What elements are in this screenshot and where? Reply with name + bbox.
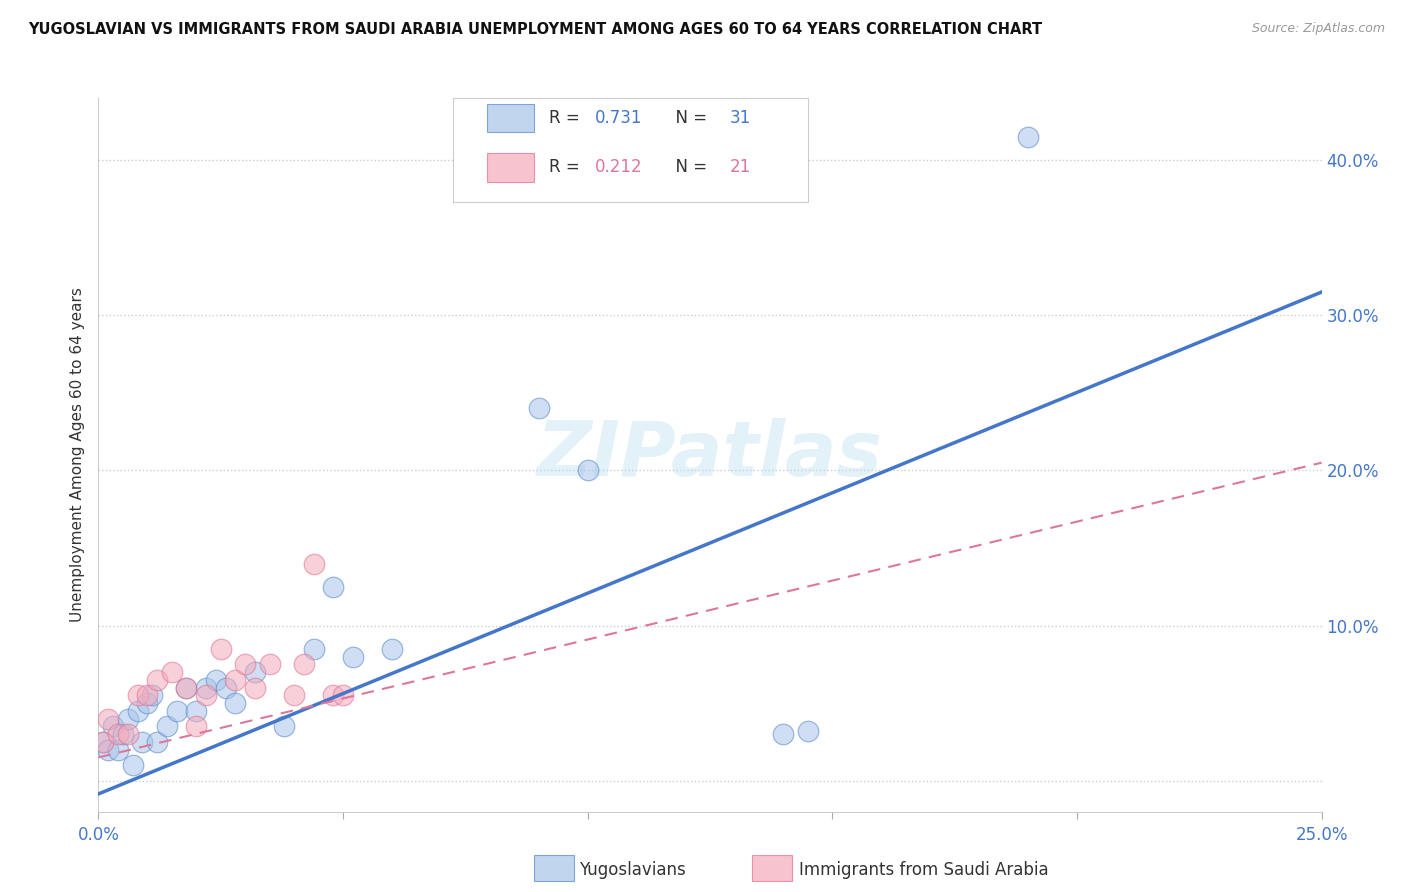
Point xyxy=(292,657,315,672)
Point xyxy=(160,665,183,679)
Point xyxy=(1017,129,1039,144)
Point xyxy=(166,704,188,718)
Point xyxy=(101,719,124,733)
Point xyxy=(186,704,208,718)
Point xyxy=(107,742,129,756)
Point xyxy=(214,681,236,695)
Point xyxy=(233,657,256,672)
Point xyxy=(91,735,114,749)
Point xyxy=(273,719,295,733)
Point xyxy=(195,689,218,703)
Point xyxy=(127,689,149,703)
Point xyxy=(381,641,404,656)
Point xyxy=(127,704,149,718)
Point xyxy=(302,641,325,656)
Point xyxy=(342,649,364,664)
Point xyxy=(332,689,354,703)
Point xyxy=(797,724,820,739)
Point xyxy=(176,681,198,695)
Point xyxy=(121,758,143,772)
Point xyxy=(91,735,114,749)
Point xyxy=(283,689,305,703)
Point xyxy=(186,719,208,733)
Point xyxy=(205,673,228,687)
Point xyxy=(97,742,120,756)
Point xyxy=(117,727,139,741)
FancyBboxPatch shape xyxy=(488,103,534,132)
Text: N =: N = xyxy=(665,159,713,177)
Point xyxy=(302,557,325,571)
Point xyxy=(117,712,139,726)
Text: 31: 31 xyxy=(730,109,751,127)
Point xyxy=(576,463,599,477)
Text: YUGOSLAVIAN VS IMMIGRANTS FROM SAUDI ARABIA UNEMPLOYMENT AMONG AGES 60 TO 64 YEA: YUGOSLAVIAN VS IMMIGRANTS FROM SAUDI ARA… xyxy=(28,22,1042,37)
Point xyxy=(322,689,344,703)
Text: N =: N = xyxy=(665,109,713,127)
Point xyxy=(224,696,246,710)
Point xyxy=(195,681,218,695)
Point xyxy=(527,401,550,416)
Point xyxy=(772,727,794,741)
Point xyxy=(243,681,266,695)
Y-axis label: Unemployment Among Ages 60 to 64 years: Unemployment Among Ages 60 to 64 years xyxy=(69,287,84,623)
Point xyxy=(107,727,129,741)
Text: 0.731: 0.731 xyxy=(595,109,643,127)
FancyBboxPatch shape xyxy=(453,98,808,202)
Point xyxy=(141,689,163,703)
Point xyxy=(111,727,134,741)
Point xyxy=(146,735,169,749)
Point xyxy=(259,657,281,672)
Text: 0.212: 0.212 xyxy=(595,159,643,177)
Point xyxy=(224,673,246,687)
Point xyxy=(176,681,198,695)
Point xyxy=(209,641,232,656)
Point xyxy=(131,735,153,749)
Text: ZIPatlas: ZIPatlas xyxy=(537,418,883,491)
Point xyxy=(136,696,159,710)
Text: R =: R = xyxy=(548,109,585,127)
Point xyxy=(136,689,159,703)
Point xyxy=(97,712,120,726)
Point xyxy=(146,673,169,687)
FancyBboxPatch shape xyxy=(488,153,534,182)
Text: 21: 21 xyxy=(730,159,751,177)
Point xyxy=(322,580,344,594)
Text: Yugoslavians: Yugoslavians xyxy=(579,861,686,879)
Point xyxy=(243,665,266,679)
Text: Immigrants from Saudi Arabia: Immigrants from Saudi Arabia xyxy=(799,861,1049,879)
Text: R =: R = xyxy=(548,159,585,177)
Point xyxy=(156,719,179,733)
Text: Source: ZipAtlas.com: Source: ZipAtlas.com xyxy=(1251,22,1385,36)
